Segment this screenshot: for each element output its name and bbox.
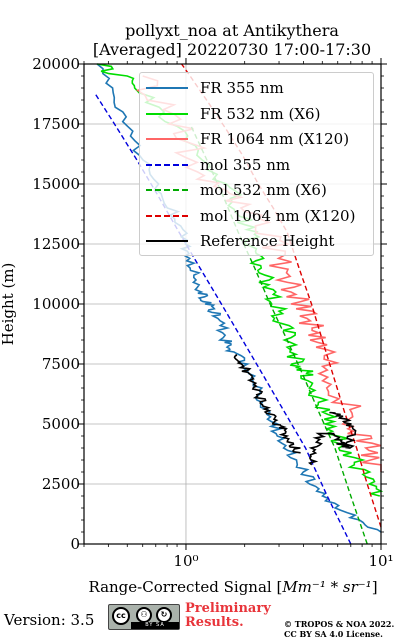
- legend-label: mol 532 nm (X6): [200, 181, 327, 199]
- version-label: Version: 3.5: [4, 611, 95, 629]
- x-axis-label-text: Range-Corrected Signal [: [88, 578, 283, 596]
- legend-swatch: [146, 163, 188, 166]
- y-tick-label: 15000: [32, 175, 80, 193]
- series-line-reference-height: [233, 354, 301, 454]
- y-tick-label: 2500: [41, 475, 80, 493]
- y-tick-label: 17500: [32, 115, 80, 133]
- legend-swatch: [146, 214, 188, 217]
- x-axis-label: Range-Corrected Signal [Mm⁻¹ * sr⁻¹]: [68, 578, 398, 596]
- legend-swatch: [146, 189, 188, 191]
- copyright-note: © TROPOS & NOA 2022. CC BY SA 4.0 Licens…: [284, 619, 394, 639]
- y-tick-label: 12500: [32, 235, 80, 253]
- legend-entry: mol 532 nm (X6): [146, 179, 370, 201]
- axes: [78, 58, 387, 550]
- series-line-reference-height-upper-: [308, 411, 357, 466]
- x-tick-label: 10⁰: [173, 552, 199, 570]
- legend: FR 355 nm FR 532 nm (X6) FR 1064 nm (X120)…: [139, 72, 374, 256]
- x-axis-label-unit: Mm⁻¹ * sr⁻¹: [282, 578, 372, 596]
- legend-label: FR 355 nm: [200, 79, 284, 97]
- legend-entry: FR 1064 nm (X120): [146, 128, 370, 150]
- preliminary-line-1: Preliminary: [185, 601, 271, 616]
- copyright-line-2: CC BY SA 4.0 License.: [284, 629, 383, 639]
- y-tick-label: 10000: [32, 295, 80, 313]
- legend-label: mol 355 nm: [200, 155, 291, 174]
- legend-entry: Reference Height: [146, 230, 370, 252]
- x-axis-label-end: ]: [371, 578, 378, 596]
- preliminary-results-note: Preliminary Results.: [185, 602, 271, 630]
- y-axis-label: Height (m): [0, 262, 17, 346]
- attribution-icon: ⚇: [136, 607, 152, 623]
- legend-label: FR 1064 nm (X120): [200, 130, 350, 148]
- cc-badge-strip: BY SA: [131, 622, 179, 629]
- legend-entry: mol 355 nm: [146, 154, 370, 176]
- legend-swatch: [146, 112, 188, 115]
- x-tick-label: 10¹: [368, 552, 394, 570]
- y-tick-label: 5000: [41, 415, 80, 433]
- legend-swatch: [146, 240, 188, 242]
- cc-icon: cc: [112, 607, 130, 625]
- preliminary-line-2: Results.: [185, 615, 244, 630]
- legend-label: FR 532 nm (X6): [200, 104, 321, 123]
- legend-label: mol 1064 nm (X120): [200, 206, 356, 225]
- series-line-mol-355-nm: [94, 92, 352, 545]
- plot-frame: [83, 63, 382, 545]
- chart-subtitle: [Averaged] 20220730 17:00-17:30: [92, 40, 372, 59]
- chart-title: pollyxt_noa at Antikythera: [125, 21, 339, 40]
- copyright-line-1: © TROPOS & NOA 2022.: [284, 619, 395, 629]
- series-line-mol-532-nm-x6-: [189, 123, 368, 545]
- cc-license-badge: cc ⚇ ↻ BY SA: [108, 604, 180, 630]
- legend-entry: mol 1064 nm (X120): [146, 205, 370, 227]
- legend-swatch: [146, 87, 188, 89]
- legend-entry: FR 532 nm (X6): [146, 103, 370, 125]
- y-tick-label: 7500: [41, 355, 80, 373]
- legend-entry: FR 355 nm: [146, 77, 370, 99]
- share-alike-icon: ↻: [156, 607, 172, 623]
- y-tick-label: 20000: [32, 55, 80, 73]
- y-tick-label: 0: [70, 535, 80, 553]
- legend-swatch: [146, 138, 188, 140]
- legend-label: Reference Height: [200, 232, 335, 250]
